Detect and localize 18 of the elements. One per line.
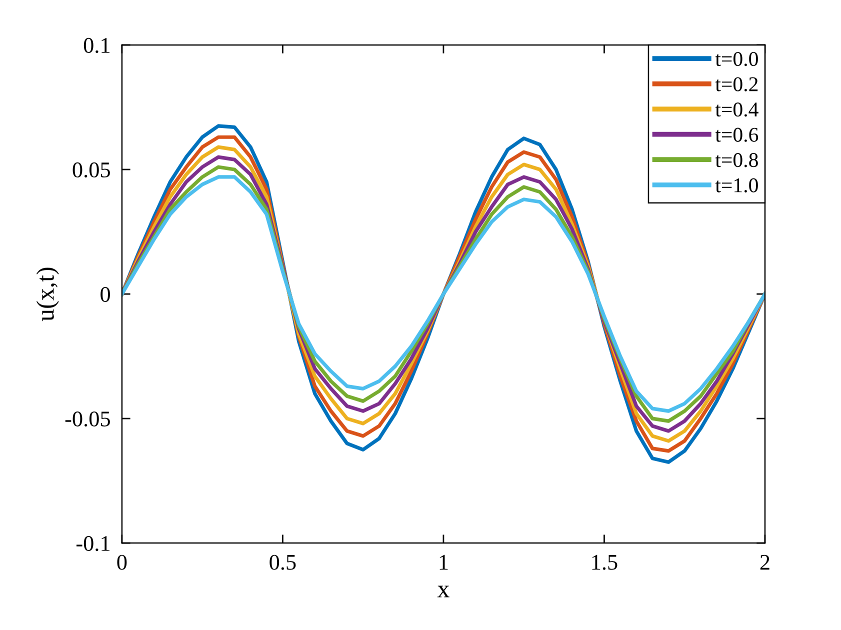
x-tick-label: 0 — [117, 554, 127, 570]
y-tick-label: -0.1 — [76, 536, 110, 552]
x-tick-label: 2 — [760, 554, 770, 570]
y-tick-label: 0.05 — [72, 162, 110, 178]
y-tick-label: -0.05 — [65, 411, 110, 427]
legend-label: t=1.0 — [715, 178, 758, 192]
x-axis-title: x — [437, 586, 450, 598]
legend-label: t=0.2 — [715, 77, 758, 92]
x-tick-label: 1 — [440, 554, 448, 570]
legend-label: t=0.0 — [715, 52, 758, 66]
x-tick-label: 1.5 — [592, 554, 618, 570]
legend-label: t=0.8 — [715, 153, 758, 168]
y-tick-label: 0.1 — [84, 38, 110, 54]
y-tick-label: 0 — [100, 286, 110, 302]
x-tick-label: 0.5 — [270, 554, 296, 570]
y-axis-title: u(x,t) — [36, 268, 59, 322]
legend-label: t=0.4 — [715, 102, 758, 117]
legend-label: t=0.6 — [715, 128, 758, 142]
